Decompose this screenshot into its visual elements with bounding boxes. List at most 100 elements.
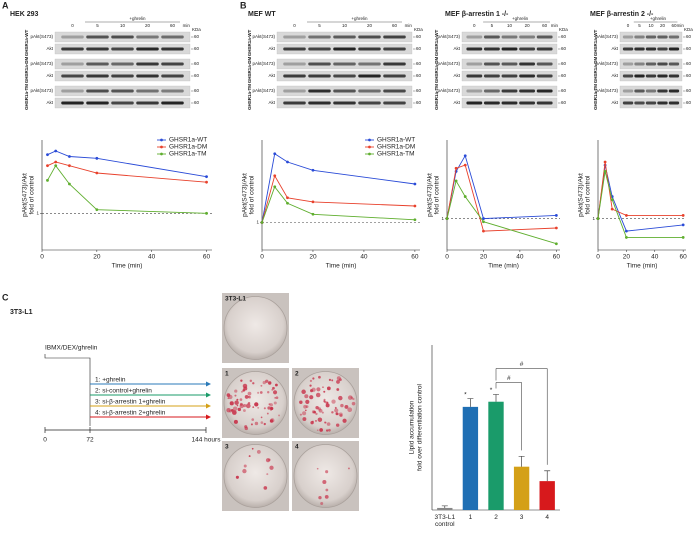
data-point: [205, 211, 208, 215]
row-label: Akt: [611, 46, 618, 51]
blot-band: [333, 74, 356, 78]
row-label: pAkt(S473): [252, 61, 275, 66]
blot-band: [466, 35, 483, 39]
marker-label: 60: [686, 73, 692, 78]
stain-dot: [299, 400, 303, 404]
blot-band: [61, 89, 84, 93]
time-label: 72: [86, 437, 94, 444]
row-label: pAkt(S473): [595, 34, 618, 39]
stain-dot: [256, 450, 261, 454]
stain-dot: [278, 414, 280, 417]
section-title: 3T3-L1: [10, 309, 33, 316]
data-point: [95, 208, 99, 212]
blot-band: [668, 47, 680, 51]
series-line: [446, 154, 557, 220]
blot-band: [466, 74, 483, 78]
lane-label: 10: [120, 23, 126, 28]
marker-label: 60: [561, 73, 567, 78]
blot-band: [519, 35, 536, 39]
row-label: pAkt(S473): [252, 34, 275, 39]
stain-dot: [259, 391, 263, 394]
stain-dot: [243, 404, 247, 408]
lane-label: 20: [367, 23, 373, 28]
stain-dot: [315, 405, 319, 410]
stain-dot: [331, 399, 336, 404]
stain-dot: [338, 412, 343, 417]
data-point: [46, 178, 49, 182]
blot-band: [86, 101, 109, 105]
stain-dot: [350, 396, 353, 399]
blot-band: [383, 74, 406, 78]
data-point: [681, 236, 685, 239]
blot-band: [483, 101, 500, 105]
blot-band: [111, 89, 134, 93]
row-label: pAkt(S473): [30, 34, 53, 39]
stain-dot: [251, 418, 255, 421]
blot-band: [634, 35, 645, 39]
series-line: [597, 171, 684, 238]
blot-band: [483, 62, 500, 66]
blot-band: [333, 62, 356, 66]
x-tick-label: 0: [260, 254, 264, 261]
group-label: GHSR1a-DM: [24, 57, 29, 84]
stain-dot: [344, 404, 349, 409]
stain-dot: [254, 421, 259, 426]
data-point: [95, 171, 99, 175]
stain-dot: [237, 407, 241, 412]
blot-band: [645, 89, 657, 93]
blot-band: [61, 74, 84, 78]
lane-label: 20: [145, 23, 151, 28]
stain-dot: [309, 379, 313, 383]
blot-band: [466, 47, 483, 51]
data-point: [454, 166, 458, 170]
blot-band: [283, 35, 306, 39]
stain-dot: [320, 502, 324, 506]
stain-dot: [315, 419, 317, 422]
group-label: GHSR1a-WT: [593, 30, 598, 57]
blot-band: [668, 35, 680, 39]
blot-band: [645, 62, 657, 66]
stain-dot: [352, 397, 355, 401]
bar: [513, 466, 530, 510]
stain-dot: [267, 406, 271, 410]
dish: [293, 444, 358, 508]
blot-band: [86, 74, 109, 78]
stain-dot: [347, 467, 350, 470]
data-point: [286, 196, 289, 200]
dish: [223, 296, 288, 360]
data-point: [463, 154, 467, 158]
x-axis-label: Time (min): [326, 263, 357, 270]
stain-dot: [339, 413, 343, 417]
blot-band: [634, 47, 645, 51]
stain-dot: [331, 379, 334, 382]
marker-label: 60: [416, 100, 422, 105]
blot-band: [308, 101, 331, 105]
blot-band: [622, 74, 634, 78]
stain-dot: [244, 395, 249, 399]
stain-dot: [323, 390, 326, 393]
stain-dot: [336, 380, 340, 384]
lane-label: 0: [627, 23, 630, 28]
blot-band: [634, 89, 645, 93]
row-label: pAkt(S473): [437, 61, 460, 66]
data-point: [624, 214, 628, 217]
blot-band: [657, 62, 668, 66]
stain-dot: [315, 412, 318, 416]
data-point: [273, 174, 277, 178]
stain-dot: [325, 470, 329, 474]
stain-dot: [232, 410, 237, 415]
blot-band: [634, 101, 645, 105]
blot-band: [161, 62, 184, 66]
blot-band: [136, 101, 159, 105]
lane-label: 5: [638, 23, 641, 28]
arm-label: 3: si-β-arrestin 1+ghrelin: [95, 399, 166, 406]
photo-label: 1: [225, 371, 229, 378]
stain-dot: [257, 406, 260, 409]
blot-band: [308, 62, 331, 66]
blot-band: [308, 89, 331, 93]
x-tick-label: 60: [553, 254, 561, 261]
blot-band: [466, 89, 483, 93]
blot-band: [86, 62, 109, 66]
marker-label: 60: [686, 100, 692, 105]
